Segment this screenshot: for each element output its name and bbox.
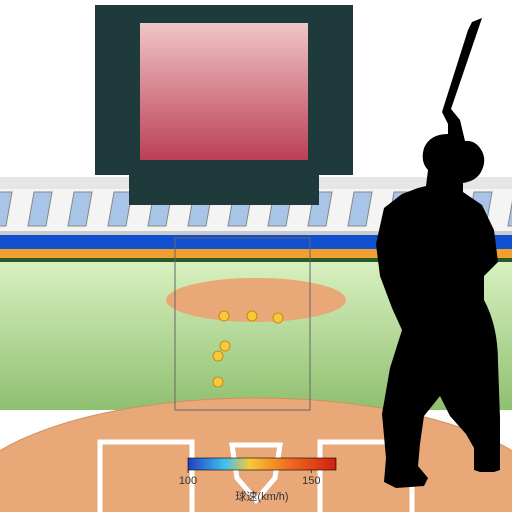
- legend-bar: [188, 458, 336, 470]
- legend-title: 球速(km/h): [235, 489, 288, 503]
- pitch-marker: [219, 311, 229, 321]
- legend-tick-label: 100: [179, 475, 197, 487]
- pitch-marker: [213, 377, 223, 387]
- pitch-marker: [213, 351, 223, 361]
- pitch-location-chart: 100 150 球速(km/h): [0, 0, 512, 512]
- scoreboard-screen: [140, 23, 308, 160]
- scoreboard: [95, 5, 353, 205]
- legend-tick-label: 150: [302, 475, 320, 487]
- pitch-marker: [220, 341, 230, 351]
- scene-svg: 100 150 球速(km/h): [0, 0, 512, 512]
- pitch-marker: [273, 313, 283, 323]
- pitch-marker: [247, 311, 257, 321]
